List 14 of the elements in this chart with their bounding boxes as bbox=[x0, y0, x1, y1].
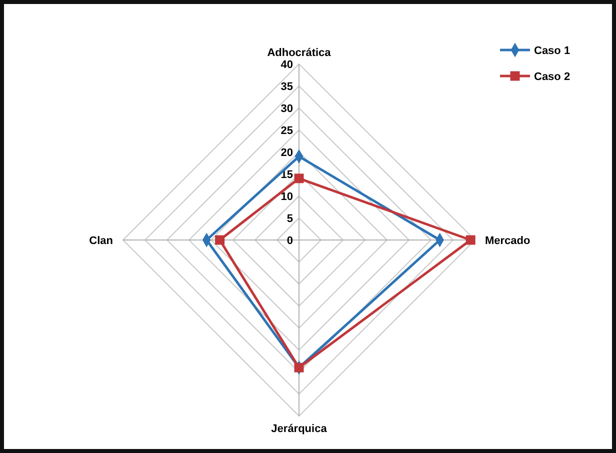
spoke-label: Adhocrática bbox=[267, 47, 332, 59]
y-tick-label: 25 bbox=[280, 125, 293, 137]
spoke-label: Clan bbox=[89, 235, 114, 247]
y-tick-label: 35 bbox=[280, 81, 293, 93]
y-tick-label: 20 bbox=[280, 147, 293, 159]
y-tick-label: 0 bbox=[286, 235, 293, 247]
legend-label: Caso 2 bbox=[534, 71, 570, 83]
legend-label: Caso 1 bbox=[534, 45, 570, 57]
y-tick-label: 10 bbox=[280, 191, 293, 203]
spoke-label: Jerárquica bbox=[271, 423, 328, 435]
y-tick-label: 30 bbox=[280, 103, 293, 115]
y-tick-label: 40 bbox=[280, 59, 293, 71]
spoke-label: Mercado bbox=[485, 235, 531, 247]
y-tick-label: 5 bbox=[286, 213, 293, 225]
